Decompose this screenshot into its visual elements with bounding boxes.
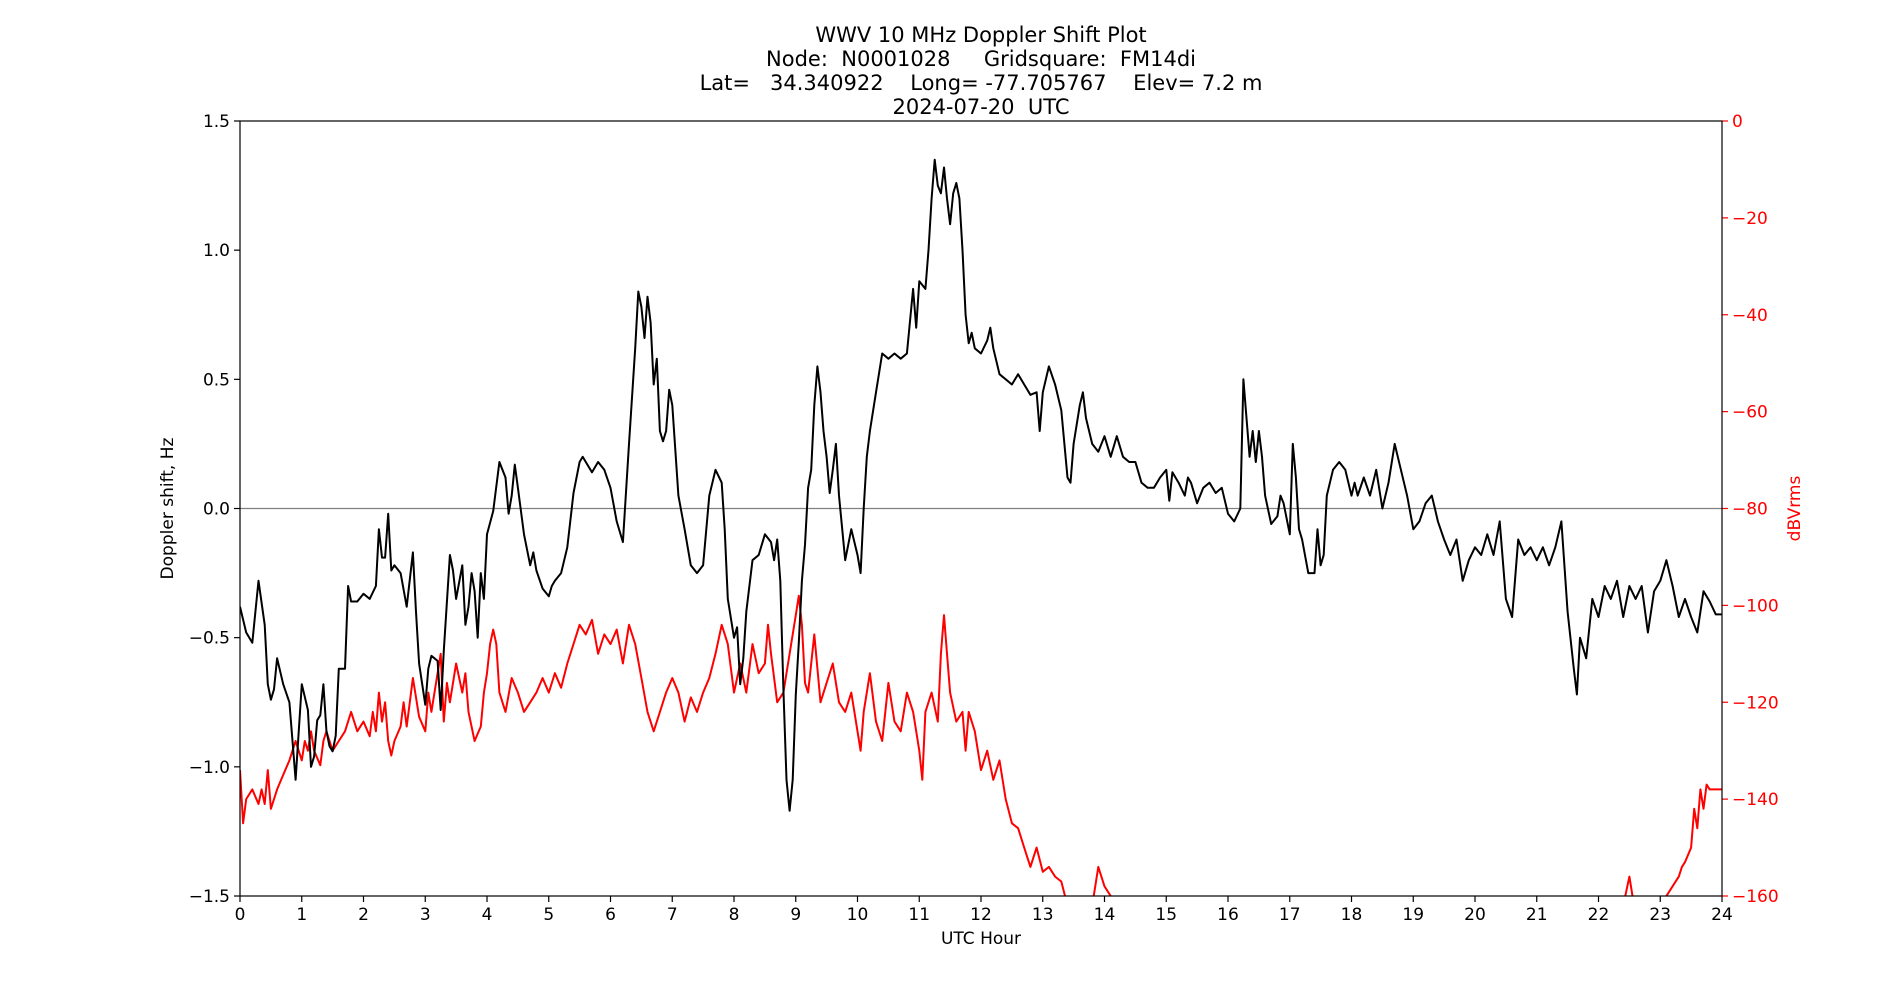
x-tick-label: 1 — [296, 905, 307, 925]
x-tick-label: 7 — [667, 905, 678, 925]
plot-frame — [239, 120, 1723, 897]
series-line-power — [240, 594, 1722, 896]
y-right-tick-label: −120 — [1732, 693, 1779, 713]
y-right-tick-label: −160 — [1732, 887, 1779, 907]
x-tick-label: 17 — [1279, 905, 1301, 925]
y-right-tick-label: −40 — [1732, 306, 1768, 326]
y-axis-label-left: Doppler shift, Hz — [158, 437, 178, 579]
x-tick-label: 19 — [1402, 905, 1424, 925]
y-right-tick-label: −100 — [1732, 596, 1779, 616]
y-left-tick-label: −1.5 — [189, 887, 230, 907]
y-left-tick-label: 0.0 — [203, 500, 230, 520]
series-line-doppler — [240, 158, 1722, 812]
x-tick-label: 23 — [1649, 905, 1671, 925]
y-axis-label-right: dBVrms — [1785, 476, 1805, 542]
title-line-2: Node: N0001028 Gridsquare: FM14di — [766, 47, 1196, 71]
x-tick-label: 8 — [729, 905, 740, 925]
y-right-tick-label: −80 — [1732, 500, 1768, 520]
x-tick-label: 5 — [543, 905, 554, 925]
title-line-1: WWV 10 MHz Doppler Shift Plot — [815, 23, 1146, 47]
y-left-tick-label: −1.0 — [189, 758, 230, 778]
y-right-tick-label: 0 — [1732, 112, 1743, 132]
x-tick-label: 12 — [970, 905, 992, 925]
y-left-tick-label: 0.5 — [203, 370, 230, 390]
x-tick-label: 14 — [1094, 905, 1116, 925]
title-line-3: Lat= 34.340922 Long= -77.705767 Elev= 7.… — [700, 71, 1263, 95]
x-tick-label: 13 — [1032, 905, 1054, 925]
x-axis-label: UTC Hour — [941, 929, 1021, 949]
title-line-4: 2024-07-20 UTC — [892, 95, 1069, 119]
x-tick-label: 2 — [358, 905, 369, 925]
x-tick-label: 0 — [235, 905, 246, 925]
y-left-tick-label: −0.5 — [189, 629, 230, 649]
x-tick-label: 20 — [1464, 905, 1486, 925]
x-tick-label: 21 — [1526, 905, 1548, 925]
x-tick-label: 15 — [1155, 905, 1177, 925]
y-right-tick-label: −20 — [1732, 209, 1768, 229]
x-tick-label: 9 — [790, 905, 801, 925]
x-tick-label: 10 — [847, 905, 869, 925]
y-right-tick-label: −140 — [1732, 790, 1779, 810]
x-tick-label: 22 — [1588, 905, 1610, 925]
x-tick-label: 4 — [482, 905, 493, 925]
x-tick-label: 6 — [605, 905, 616, 925]
y-left-tick-label: 1.0 — [203, 241, 230, 261]
x-tick-label: 16 — [1217, 905, 1239, 925]
axis-ticks: 0 1 2 3 4 5 6 7 8 9 10 11 12 13 14 15 16 17 18 19 20 21 22 23 24… — [189, 112, 1779, 925]
x-tick-label: 11 — [908, 905, 930, 925]
x-tick-label: 18 — [1341, 905, 1363, 925]
x-tick-label: 3 — [420, 905, 431, 925]
y-right-tick-label: −60 — [1732, 403, 1768, 423]
y-left-tick-label: 1.5 — [203, 112, 230, 132]
x-tick-label: 24 — [1711, 905, 1733, 925]
